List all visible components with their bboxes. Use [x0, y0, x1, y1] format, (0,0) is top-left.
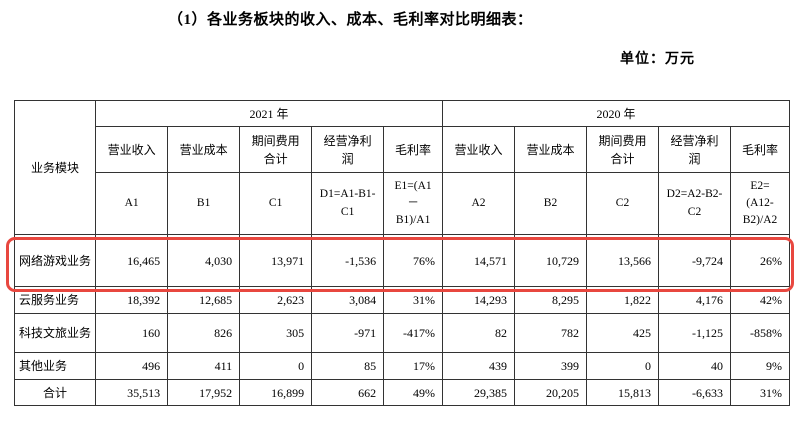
table-cell: 2,623	[239, 286, 313, 314]
table-cell: -9,724	[658, 234, 731, 287]
formula-a1: A1	[95, 172, 169, 235]
col-2020-revenue: 营业收入	[442, 126, 515, 173]
formula-d2: D2=A2-B2-C2	[658, 172, 731, 235]
table-cell: 782	[514, 313, 587, 353]
table-cell: 305	[239, 313, 313, 353]
table-row: 网络游戏业务 16,465 4,030 13,971 -1,536 76% 14,571 1…	[13, 234, 790, 287]
col-2021-net-profit: 经营净利润	[311, 126, 385, 173]
table-cell: 1,822	[586, 286, 659, 314]
table-body: 网络游戏业务 16,465 4,030 13,971 -1,536 76% 14,571 1…	[13, 234, 790, 406]
table-cell: 20,205	[514, 379, 587, 406]
table-cell: 31%	[730, 379, 790, 406]
formula-d1: D1=A1-B1-C1	[311, 172, 385, 235]
table-cell: 40	[658, 352, 731, 380]
business-segment-table: 业务模块 2021 年 2020 年 营业收入 营业成本 期间费用合计 经营净利…	[13, 100, 790, 406]
table-cell: 496	[95, 352, 169, 380]
table-cell: 0	[586, 352, 659, 380]
col-2020-period-expense: 期间费用合计	[586, 126, 659, 173]
table-cell: -1,125	[658, 313, 731, 353]
table-cell: 17,952	[167, 379, 241, 406]
row-label: 合计	[13, 379, 97, 406]
table-cell: 4,030	[167, 234, 241, 287]
formula-c1: C1	[239, 172, 313, 235]
table-cell: 439	[442, 352, 515, 380]
table-cell: 16,899	[239, 379, 313, 406]
table-cell: 399	[514, 352, 587, 380]
row-label: 科技文旅业务	[13, 313, 97, 353]
table-cell: 17%	[383, 352, 443, 380]
table-cell: 10,729	[514, 234, 587, 287]
table-cell: 411	[167, 352, 241, 380]
table-cell: 35,513	[95, 379, 169, 406]
table-cell: -971	[311, 313, 385, 353]
table-cell: -6,633	[658, 379, 731, 406]
unit-label: 单位：万元	[620, 52, 695, 67]
year-header-row: 业务模块 2021 年 2020 年	[13, 100, 790, 235]
table-cell: 826	[167, 313, 241, 353]
col-2020-cost: 营业成本	[514, 126, 587, 173]
formula-c2: C2	[586, 172, 659, 235]
table-cell: 662	[311, 379, 385, 406]
col-2020-gross-margin: 毛利率	[730, 126, 790, 173]
table-cell: 13,566	[586, 234, 659, 287]
col-2021-revenue: 营业收入	[95, 126, 169, 173]
formula-b1: B1	[167, 172, 241, 235]
row-label: 云服务业务	[13, 286, 97, 314]
formula-row: A1 B1 C1 D1=A1-B1-C1 E1=(A1－B1)/A1 A2 B2…	[15, 172, 790, 235]
formula-e1: E1=(A1－B1)/A1	[383, 172, 443, 235]
table-cell: 26%	[730, 234, 790, 287]
col-2020-net-profit: 经营净利润	[658, 126, 731, 173]
table-cell: 82	[442, 313, 515, 353]
formula-b2: B2	[514, 172, 587, 235]
table-row: 合计 35,513 17,952 16,899 662 49% 29,385 20,205 1…	[13, 379, 790, 406]
table-cell: 160	[95, 313, 169, 353]
table-cell: 16,465	[95, 234, 169, 287]
table-cell: 76%	[383, 234, 443, 287]
col-2021-gross-margin: 毛利率	[383, 126, 443, 173]
formula-e2: E2=(A12-B2)/A2	[730, 172, 790, 235]
table-cell: -858%	[730, 313, 790, 353]
col-2021-cost: 营业成本	[167, 126, 241, 173]
col-2021-period-expense: 期间费用合计	[239, 126, 313, 173]
year-2020-header: 2020 年	[442, 100, 790, 127]
table-cell: 14,293	[442, 286, 515, 314]
corner-header: 业务模块	[13, 100, 97, 235]
table-cell: 13,971	[239, 234, 313, 287]
table-row: 科技文旅业务 160 826 305 -971 -417% 82 782 425 -1,125-…	[13, 313, 790, 353]
table-cell: 3,084	[311, 286, 385, 314]
table-cell: 9%	[730, 352, 790, 380]
table-cell: 18,392	[95, 286, 169, 314]
table-cell: 4,176	[658, 286, 731, 314]
table-cell: 8,295	[514, 286, 587, 314]
table-cell: 49%	[383, 379, 443, 406]
table-cell: 85	[311, 352, 385, 380]
table-cell: -417%	[383, 313, 443, 353]
column-name-row: 营业收入 营业成本 期间费用合计 经营净利润 毛利率 营业收入 营业成本 期间费…	[15, 126, 790, 173]
table-cell: 425	[586, 313, 659, 353]
formula-a2: A2	[442, 172, 515, 235]
year-2021-header: 2021 年	[95, 100, 443, 127]
row-label: 其他业务	[13, 352, 97, 380]
table-row: 其他业务 496 411 0 85 17% 439 399 0 40 9%	[13, 352, 790, 380]
table-header: 业务模块 2021 年 2020 年 营业收入 营业成本 期间费用合计 经营净利…	[13, 100, 790, 235]
table-cell: 42%	[730, 286, 790, 314]
page-title: （1）各业务板块的收入、成本、毛利率对比明细表：	[168, 12, 533, 28]
table-row: 云服务业务 18,392 12,685 2,623 3,084 31% 14,293 8,2…	[13, 286, 790, 314]
table-cell: 31%	[383, 286, 443, 314]
table-cell: 15,813	[586, 379, 659, 406]
row-label: 网络游戏业务	[13, 234, 97, 287]
table-cell: 14,571	[442, 234, 515, 287]
table-cell: -1,536	[311, 234, 385, 287]
table-cell: 12,685	[167, 286, 241, 314]
table-cell: 29,385	[442, 379, 515, 406]
table-cell: 0	[239, 352, 313, 380]
